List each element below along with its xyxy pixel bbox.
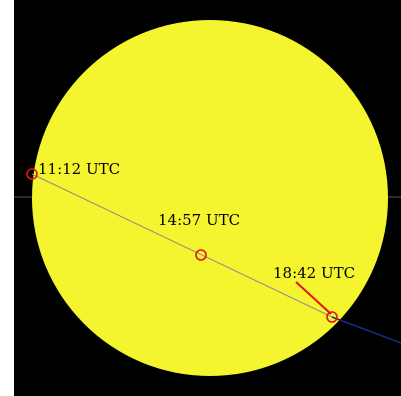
greatest-marker bbox=[195, 249, 207, 261]
ingress-marker bbox=[26, 168, 38, 180]
greatest-time-label: 14:57 UTC bbox=[158, 211, 240, 229]
egress-segment bbox=[295, 281, 332, 315]
outside-path-line bbox=[331, 316, 401, 344]
egress-marker bbox=[326, 311, 338, 323]
sun-disk bbox=[32, 20, 388, 376]
ingress-time-label: 11:12 UTC bbox=[38, 160, 120, 178]
egress-time-label: 18:42 UTC bbox=[273, 264, 355, 282]
transit-path-line bbox=[31, 173, 333, 318]
